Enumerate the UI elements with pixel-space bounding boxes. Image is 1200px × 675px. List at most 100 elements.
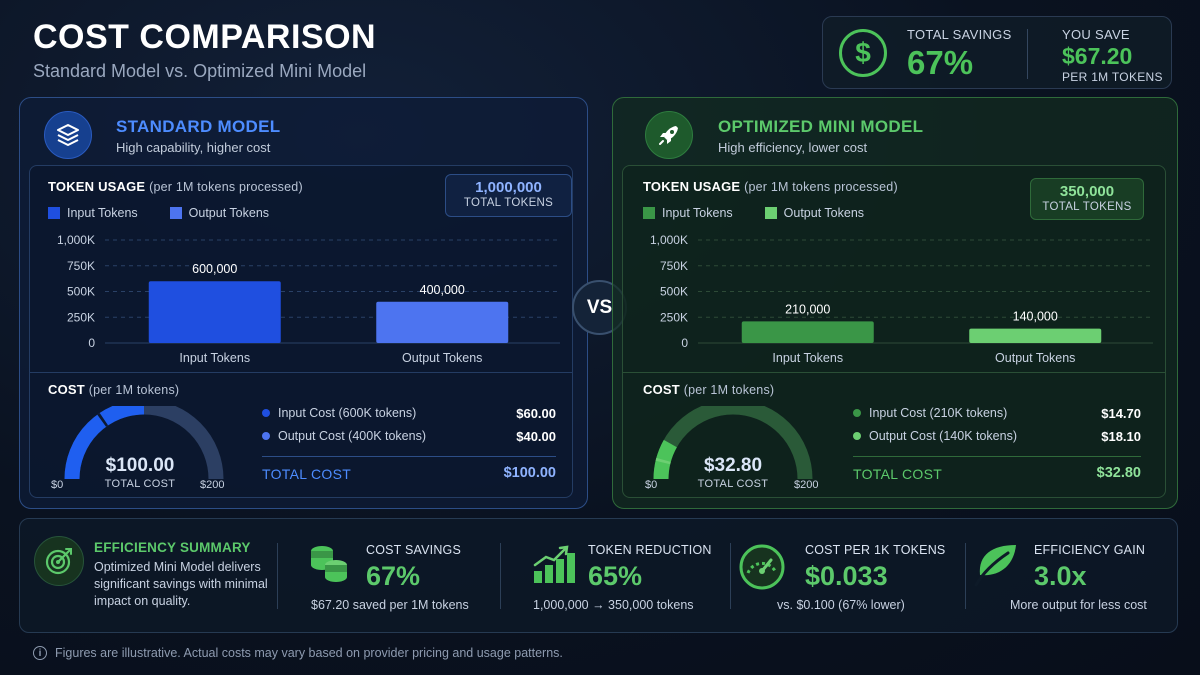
output-cost-value: $40.00 [516, 429, 556, 444]
efficiency-gain-value: 3.0x [1034, 561, 1087, 591]
x-category-label: Input Tokens [772, 351, 843, 365]
cost-per-1k-value: $0.033 [805, 561, 888, 591]
cost-savings-label: COST SAVINGS [366, 543, 462, 557]
total-cost-label: TOTAL COST [262, 466, 352, 482]
cost-per-1k-label: COST PER 1K TOKENS [805, 543, 946, 557]
input-cost-value: $60.00 [516, 406, 556, 421]
gauge-fill [64, 406, 145, 480]
cost-label: COST [48, 382, 85, 397]
y-tick-label: 1,000K [650, 233, 688, 247]
cost-gauge [64, 406, 224, 480]
cost-per-1k-note: vs. $0.100 (67% lower) [777, 598, 905, 612]
efficiency-gain-note: More output for less cost [1010, 598, 1147, 612]
legend-swatch-output [764, 207, 777, 219]
bar-data-label: 210,000 [785, 302, 830, 316]
standard-model-panel: STANDARD MODEL High capability, higher c… [19, 97, 588, 509]
output-cost-label: Output Cost (140K tokens) [869, 429, 1017, 443]
y-tick-label: 0 [681, 336, 688, 350]
footnote: i Figures are illustrative. Actual costs… [33, 646, 563, 660]
output-cost-row: Output Cost (400K tokens) [262, 429, 426, 443]
total-cost-value: $100.00 [503, 465, 556, 481]
input-cost-label: Input Cost (600K tokens) [278, 406, 417, 420]
token-usage-chart: 0 250K 500K 750K 1,000K 210,000 Input Tokens 14… [650, 233, 1153, 365]
you-save-note: PER 1M TOKENS [1062, 70, 1163, 84]
output-cost-dot [853, 432, 861, 440]
total-savings-card: $ TOTAL SAVINGS 67% YOU SAVE $67.20 PER … [822, 16, 1172, 89]
input-cost-row: Input Cost (210K tokens) [853, 406, 1007, 420]
x-category-label: Output Tokens [402, 351, 482, 365]
coins-icon [308, 543, 350, 588]
chart-legend: Input Tokens Output Tokens [48, 206, 269, 220]
bar [376, 301, 509, 343]
token-reduction-value: 65% [588, 561, 643, 591]
input-cost-value: $14.70 [1101, 406, 1141, 421]
total-tokens-badge: 350,000 TOTAL TOKENS [1030, 178, 1144, 220]
y-tick-label: 250K [67, 310, 95, 324]
leaf-icon [972, 541, 1020, 594]
legend-swatch-input [643, 207, 655, 219]
output-cost-value: $18.10 [1101, 429, 1141, 444]
cost-gauge [653, 406, 813, 480]
y-tick-label: 1,000K [57, 233, 95, 247]
gauge-max: $200 [200, 479, 225, 491]
cost-savings-note: $67.20 saved per 1M tokens [311, 598, 469, 612]
y-tick-label: 500K [660, 285, 688, 299]
x-category-label: Input Tokens [179, 351, 250, 365]
token-usage-note: (per 1M tokens processed) [744, 180, 898, 194]
gauge-label: TOTAL COST [697, 478, 769, 490]
output-cost-dot [262, 432, 270, 440]
y-tick-label: 500K [67, 285, 95, 299]
y-tick-label: 750K [67, 259, 95, 273]
gauge-split-mark [655, 457, 671, 465]
section-divider [30, 372, 572, 373]
total-tokens-label: TOTAL TOKENS [1042, 201, 1132, 213]
gauge-amount: $100.00 [105, 455, 175, 476]
input-cost-dot [853, 409, 861, 417]
token-usage-label: TOKEN USAGE [643, 179, 741, 194]
gauge-amount: $32.80 [703, 455, 763, 476]
legend-input: Input Tokens [662, 206, 733, 220]
token-usage-label: TOKEN USAGE [48, 179, 146, 194]
dollar-icon: $ [839, 29, 887, 77]
bar-data-label: 400,000 [420, 283, 465, 297]
legend-input: Input Tokens [67, 206, 138, 220]
divider [730, 543, 731, 609]
token-reduction-label: TOKEN REDUCTION [588, 543, 712, 557]
gauge-min: $0 [51, 479, 64, 491]
token-reduction-note: 1,000,000 → 350,000 tokens [533, 598, 694, 612]
bar-data-label: 600,000 [192, 262, 237, 276]
you-save-value: $67.20 [1062, 43, 1133, 69]
standard-model-title: STANDARD MODEL [116, 117, 281, 136]
efficiency-summary-description: Optimized Mini Model delivers significan… [94, 560, 268, 608]
total-cost-label: TOTAL COST [853, 466, 943, 482]
legend-output: Output Tokens [188, 206, 270, 220]
bar-growth-icon [532, 545, 576, 590]
output-cost-label: Output Cost (400K tokens) [278, 429, 426, 443]
optimized-inner-card: TOKEN USAGE (per 1M tokens processed) In… [622, 165, 1166, 498]
rocket-icon [645, 111, 693, 159]
bar [969, 328, 1102, 343]
legend-output: Output Tokens [783, 206, 865, 220]
gauge-label: TOTAL COST [104, 478, 176, 490]
gauge-min: $0 [645, 479, 658, 491]
total-savings-label: TOTAL SAVINGS [907, 27, 1012, 42]
footnote-text: Figures are illustrative. Actual costs m… [55, 646, 563, 660]
divider [500, 543, 501, 609]
standard-inner-card: TOKEN USAGE (per 1M tokens processed) In… [29, 165, 573, 498]
token-usage-title: TOKEN USAGE (per 1M tokens processed) [643, 179, 898, 194]
gauge-max: $200 [794, 479, 819, 491]
input-cost-label: Input Cost (210K tokens) [869, 406, 1008, 420]
optimized-model-title: OPTIMIZED MINI MODEL [718, 117, 924, 136]
bar [741, 321, 874, 343]
total-tokens-value: 1,000,000 [475, 179, 542, 196]
info-icon: i [33, 646, 47, 660]
cost-savings-value: 67% [366, 561, 421, 591]
y-tick-label: 750K [660, 259, 688, 273]
speedometer-icon [738, 543, 786, 596]
chart-legend: Input Tokens Output Tokens [643, 206, 864, 220]
standard-model-subtitle: High capability, higher cost [116, 140, 271, 155]
total-tokens-badge: 1,000,000 TOTAL TOKENS [445, 174, 572, 217]
page-subtitle: Standard Model vs. Optimized Mini Model [33, 61, 367, 81]
target-icon [34, 536, 84, 586]
efficiency-summary-title: EFFICIENCY SUMMARY [94, 540, 251, 555]
